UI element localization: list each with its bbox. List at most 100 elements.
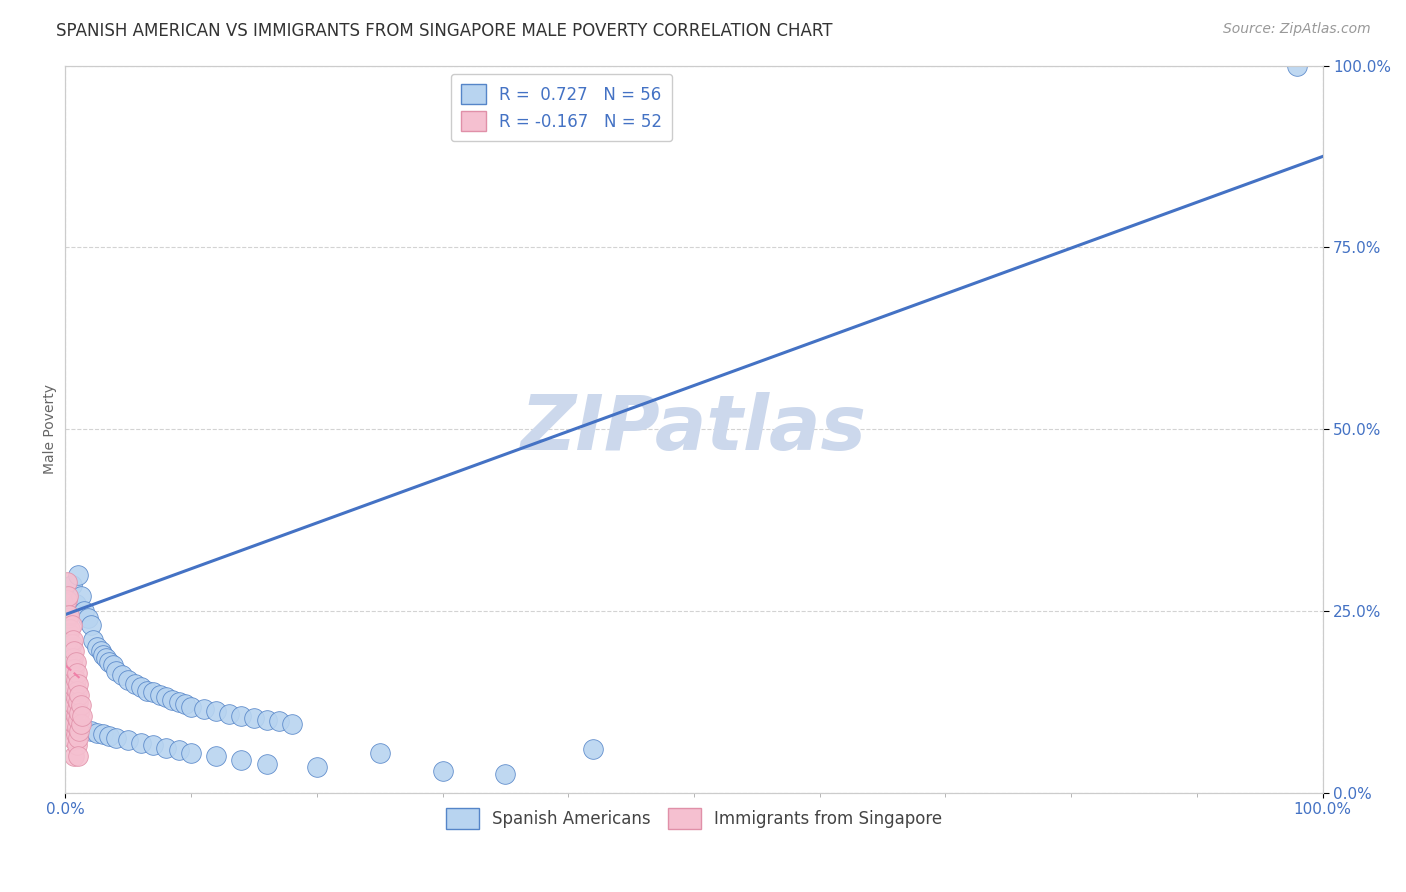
Point <box>98 729 121 743</box>
Point <box>91 648 114 662</box>
Point <box>59 640 82 655</box>
Point <box>231 753 253 767</box>
Point <box>66 676 89 690</box>
Point <box>56 611 79 625</box>
Point <box>103 658 125 673</box>
Point <box>62 706 84 720</box>
Point <box>63 749 86 764</box>
Point <box>66 702 89 716</box>
Point <box>494 767 516 781</box>
Point <box>582 742 605 756</box>
Point <box>59 676 82 690</box>
Point <box>62 688 84 702</box>
Point <box>59 622 82 636</box>
Point <box>142 685 165 699</box>
Point <box>218 707 240 722</box>
Point <box>1286 59 1309 73</box>
Point <box>155 740 177 755</box>
Point <box>305 760 328 774</box>
Point <box>193 702 215 716</box>
Point <box>205 749 228 764</box>
Point <box>269 714 291 729</box>
Point <box>67 723 90 738</box>
Point <box>63 680 86 694</box>
Point <box>55 593 77 607</box>
Point <box>73 604 96 618</box>
Point <box>67 706 90 720</box>
Point <box>280 716 302 731</box>
Point <box>55 574 77 589</box>
Point <box>66 684 89 698</box>
Point <box>77 611 100 625</box>
Point <box>79 723 101 738</box>
Point <box>66 567 89 582</box>
Point <box>368 746 391 760</box>
Point <box>62 632 84 647</box>
Point <box>180 699 202 714</box>
Point <box>180 746 202 760</box>
Legend: Spanish Americans, Immigrants from Singapore: Spanish Americans, Immigrants from Singa… <box>439 802 949 835</box>
Point <box>63 644 86 658</box>
Point <box>243 711 266 725</box>
Point <box>66 739 89 753</box>
Point <box>104 664 127 678</box>
Point <box>104 731 127 745</box>
Point <box>117 673 139 687</box>
Point <box>86 640 108 655</box>
Point <box>63 716 86 731</box>
Point <box>60 655 83 669</box>
Point <box>155 690 177 704</box>
Point <box>56 632 79 647</box>
Point <box>63 662 86 676</box>
Point <box>117 733 139 747</box>
Point <box>167 695 190 709</box>
Point <box>142 739 165 753</box>
Point <box>69 590 91 604</box>
Point <box>67 688 90 702</box>
Point <box>62 651 84 665</box>
Point <box>66 720 89 734</box>
Point <box>66 731 89 745</box>
Y-axis label: Male Poverty: Male Poverty <box>44 384 58 475</box>
Point <box>136 684 159 698</box>
Text: SPANISH AMERICAN VS IMMIGRANTS FROM SINGAPORE MALE POVERTY CORRELATION CHART: SPANISH AMERICAN VS IMMIGRANTS FROM SING… <box>56 22 832 40</box>
Point <box>63 698 86 713</box>
Point <box>82 632 104 647</box>
Point <box>205 704 228 718</box>
Point <box>62 669 84 683</box>
Point <box>69 698 91 713</box>
Point <box>66 665 89 680</box>
Point <box>65 691 87 706</box>
Point <box>66 713 89 727</box>
Point <box>91 727 114 741</box>
Point <box>60 691 83 706</box>
Point <box>60 723 83 738</box>
Point <box>124 676 146 690</box>
Point <box>129 736 152 750</box>
Point <box>98 655 121 669</box>
Point <box>60 707 83 722</box>
Text: ZIPatlas: ZIPatlas <box>522 392 868 467</box>
Point <box>79 618 101 632</box>
Point <box>70 709 93 723</box>
Point <box>256 756 278 771</box>
Point <box>111 668 134 682</box>
Point <box>66 749 89 764</box>
Point <box>149 688 172 702</box>
Point <box>432 764 454 778</box>
Point <box>60 618 83 632</box>
Point <box>58 625 80 640</box>
Point <box>65 673 87 687</box>
Point <box>60 637 83 651</box>
Point <box>58 644 80 658</box>
Point <box>90 644 112 658</box>
Point <box>231 709 253 723</box>
Point <box>59 658 82 673</box>
Point <box>65 597 87 611</box>
Point <box>65 709 87 723</box>
Point <box>65 727 87 741</box>
Point <box>73 722 96 736</box>
Point <box>167 743 190 757</box>
Point <box>94 651 117 665</box>
Point <box>56 590 79 604</box>
